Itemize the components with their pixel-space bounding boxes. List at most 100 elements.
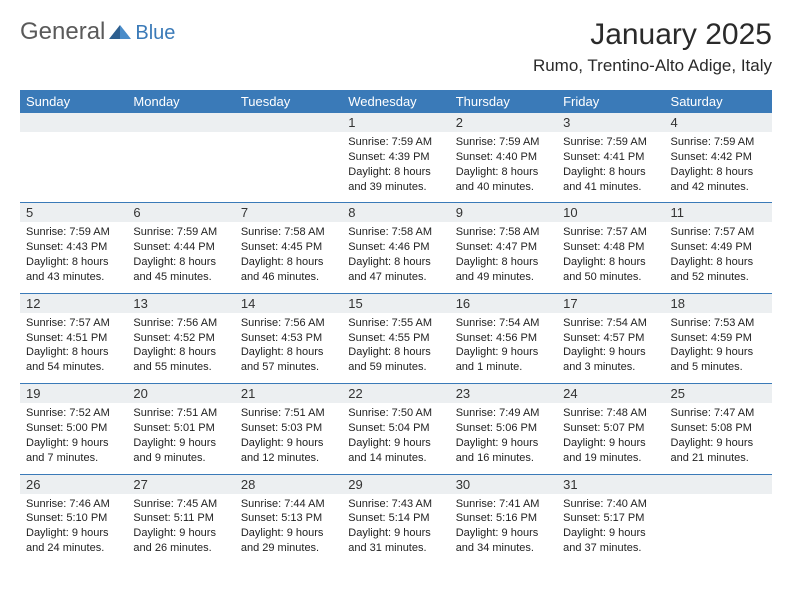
day-cell: Sunrise: 7:51 AMSunset: 5:01 PMDaylight:… [127, 403, 234, 474]
day-header: Thursday [450, 90, 557, 113]
logo-part2: Blue [135, 22, 175, 45]
day-cell: Sunrise: 7:47 AMSunset: 5:08 PMDaylight:… [665, 403, 772, 474]
empty-cell [671, 497, 766, 555]
calendar-table: SundayMondayTuesdayWednesdayThursdayFrid… [20, 90, 772, 564]
day-number: 18 [665, 293, 772, 313]
day-cell: Sunrise: 7:58 AMSunset: 4:46 PMDaylight:… [342, 222, 449, 293]
day-details: Sunrise: 7:53 AMSunset: 4:59 PMDaylight:… [671, 316, 766, 375]
day-number: 25 [665, 384, 772, 404]
day-details: Sunrise: 7:50 AMSunset: 5:04 PMDaylight:… [348, 406, 443, 465]
day-cell: Sunrise: 7:59 AMSunset: 4:40 PMDaylight:… [450, 132, 557, 203]
day-details: Sunrise: 7:54 AMSunset: 4:56 PMDaylight:… [456, 316, 551, 375]
empty-cell [133, 135, 228, 193]
day-number: 2 [450, 113, 557, 132]
day-cell: Sunrise: 7:52 AMSunset: 5:00 PMDaylight:… [20, 403, 127, 474]
empty-cell [26, 135, 121, 193]
day-header: Tuesday [235, 90, 342, 113]
day-number: 14 [235, 293, 342, 313]
day-details: Sunrise: 7:59 AMSunset: 4:42 PMDaylight:… [671, 135, 766, 194]
day-cell: Sunrise: 7:56 AMSunset: 4:52 PMDaylight:… [127, 313, 234, 384]
week-row: Sunrise: 7:59 AMSunset: 4:39 PMDaylight:… [20, 132, 772, 203]
day-details: Sunrise: 7:57 AMSunset: 4:49 PMDaylight:… [671, 225, 766, 284]
day-number: 9 [450, 203, 557, 223]
day-number: 21 [235, 384, 342, 404]
day-cell: Sunrise: 7:59 AMSunset: 4:41 PMDaylight:… [557, 132, 664, 203]
day-number-empty [127, 113, 234, 132]
day-number-empty [235, 113, 342, 132]
day-header: Wednesday [342, 90, 449, 113]
day-details: Sunrise: 7:54 AMSunset: 4:57 PMDaylight:… [563, 316, 658, 375]
day-cell: Sunrise: 7:53 AMSunset: 4:59 PMDaylight:… [665, 313, 772, 384]
day-details: Sunrise: 7:43 AMSunset: 5:14 PMDaylight:… [348, 497, 443, 556]
day-cell: Sunrise: 7:43 AMSunset: 5:14 PMDaylight:… [342, 494, 449, 564]
day-number: 31 [557, 474, 664, 494]
day-details: Sunrise: 7:51 AMSunset: 5:01 PMDaylight:… [133, 406, 228, 465]
day-details: Sunrise: 7:58 AMSunset: 4:47 PMDaylight:… [456, 225, 551, 284]
day-number: 5 [20, 203, 127, 223]
day-cell: Sunrise: 7:45 AMSunset: 5:11 PMDaylight:… [127, 494, 234, 564]
day-number: 28 [235, 474, 342, 494]
day-cell: Sunrise: 7:57 AMSunset: 4:49 PMDaylight:… [665, 222, 772, 293]
day-cell: Sunrise: 7:57 AMSunset: 4:51 PMDaylight:… [20, 313, 127, 384]
day-number: 11 [665, 203, 772, 223]
day-details: Sunrise: 7:51 AMSunset: 5:03 PMDaylight:… [241, 406, 336, 465]
day-details: Sunrise: 7:55 AMSunset: 4:55 PMDaylight:… [348, 316, 443, 375]
day-number: 19 [20, 384, 127, 404]
day-details: Sunrise: 7:59 AMSunset: 4:43 PMDaylight:… [26, 225, 121, 284]
week-row: Sunrise: 7:57 AMSunset: 4:51 PMDaylight:… [20, 313, 772, 384]
day-number: 20 [127, 384, 234, 404]
day-cell-empty [665, 494, 772, 564]
day-number-row: 12131415161718 [20, 293, 772, 313]
day-cell: Sunrise: 7:58 AMSunset: 4:47 PMDaylight:… [450, 222, 557, 293]
day-details: Sunrise: 7:59 AMSunset: 4:41 PMDaylight:… [563, 135, 658, 194]
day-details: Sunrise: 7:57 AMSunset: 4:51 PMDaylight:… [26, 316, 121, 375]
location: Rumo, Trentino-Alto Adige, Italy [533, 56, 772, 76]
week-row: Sunrise: 7:59 AMSunset: 4:43 PMDaylight:… [20, 222, 772, 293]
day-details: Sunrise: 7:56 AMSunset: 4:53 PMDaylight:… [241, 316, 336, 375]
day-details: Sunrise: 7:56 AMSunset: 4:52 PMDaylight:… [133, 316, 228, 375]
day-cell: Sunrise: 7:40 AMSunset: 5:17 PMDaylight:… [557, 494, 664, 564]
day-cell-empty [127, 132, 234, 203]
day-cell: Sunrise: 7:46 AMSunset: 5:10 PMDaylight:… [20, 494, 127, 564]
day-number: 12 [20, 293, 127, 313]
day-details: Sunrise: 7:45 AMSunset: 5:11 PMDaylight:… [133, 497, 228, 556]
day-header: Saturday [665, 90, 772, 113]
day-cell: Sunrise: 7:54 AMSunset: 4:56 PMDaylight:… [450, 313, 557, 384]
day-number: 15 [342, 293, 449, 313]
day-header-row: SundayMondayTuesdayWednesdayThursdayFrid… [20, 90, 772, 113]
day-details: Sunrise: 7:52 AMSunset: 5:00 PMDaylight:… [26, 406, 121, 465]
day-number: 29 [342, 474, 449, 494]
day-cell: Sunrise: 7:59 AMSunset: 4:39 PMDaylight:… [342, 132, 449, 203]
day-number-row: 19202122232425 [20, 384, 772, 404]
day-cell-empty [235, 132, 342, 203]
day-cell: Sunrise: 7:59 AMSunset: 4:42 PMDaylight:… [665, 132, 772, 203]
title-block: January 2025 Rumo, Trentino-Alto Adige, … [533, 18, 772, 76]
day-details: Sunrise: 7:49 AMSunset: 5:06 PMDaylight:… [456, 406, 551, 465]
empty-cell [241, 135, 336, 193]
day-details: Sunrise: 7:58 AMSunset: 4:45 PMDaylight:… [241, 225, 336, 284]
day-number: 3 [557, 113, 664, 132]
logo: General Blue [20, 18, 175, 46]
day-details: Sunrise: 7:41 AMSunset: 5:16 PMDaylight:… [456, 497, 551, 556]
day-details: Sunrise: 7:47 AMSunset: 5:08 PMDaylight:… [671, 406, 766, 465]
day-number: 27 [127, 474, 234, 494]
day-number: 7 [235, 203, 342, 223]
day-number: 6 [127, 203, 234, 223]
day-number: 23 [450, 384, 557, 404]
day-number: 13 [127, 293, 234, 313]
day-number-empty [665, 474, 772, 494]
calendar-body: 1234Sunrise: 7:59 AMSunset: 4:39 PMDayli… [20, 113, 772, 564]
day-details: Sunrise: 7:59 AMSunset: 4:39 PMDaylight:… [348, 135, 443, 194]
day-cell: Sunrise: 7:59 AMSunset: 4:43 PMDaylight:… [20, 222, 127, 293]
day-number: 26 [20, 474, 127, 494]
day-header: Sunday [20, 90, 127, 113]
day-cell: Sunrise: 7:59 AMSunset: 4:44 PMDaylight:… [127, 222, 234, 293]
day-details: Sunrise: 7:58 AMSunset: 4:46 PMDaylight:… [348, 225, 443, 284]
day-cell: Sunrise: 7:48 AMSunset: 5:07 PMDaylight:… [557, 403, 664, 474]
day-cell: Sunrise: 7:49 AMSunset: 5:06 PMDaylight:… [450, 403, 557, 474]
day-cell: Sunrise: 7:58 AMSunset: 4:45 PMDaylight:… [235, 222, 342, 293]
day-details: Sunrise: 7:44 AMSunset: 5:13 PMDaylight:… [241, 497, 336, 556]
day-cell: Sunrise: 7:55 AMSunset: 4:55 PMDaylight:… [342, 313, 449, 384]
day-cell-empty [20, 132, 127, 203]
day-cell: Sunrise: 7:56 AMSunset: 4:53 PMDaylight:… [235, 313, 342, 384]
